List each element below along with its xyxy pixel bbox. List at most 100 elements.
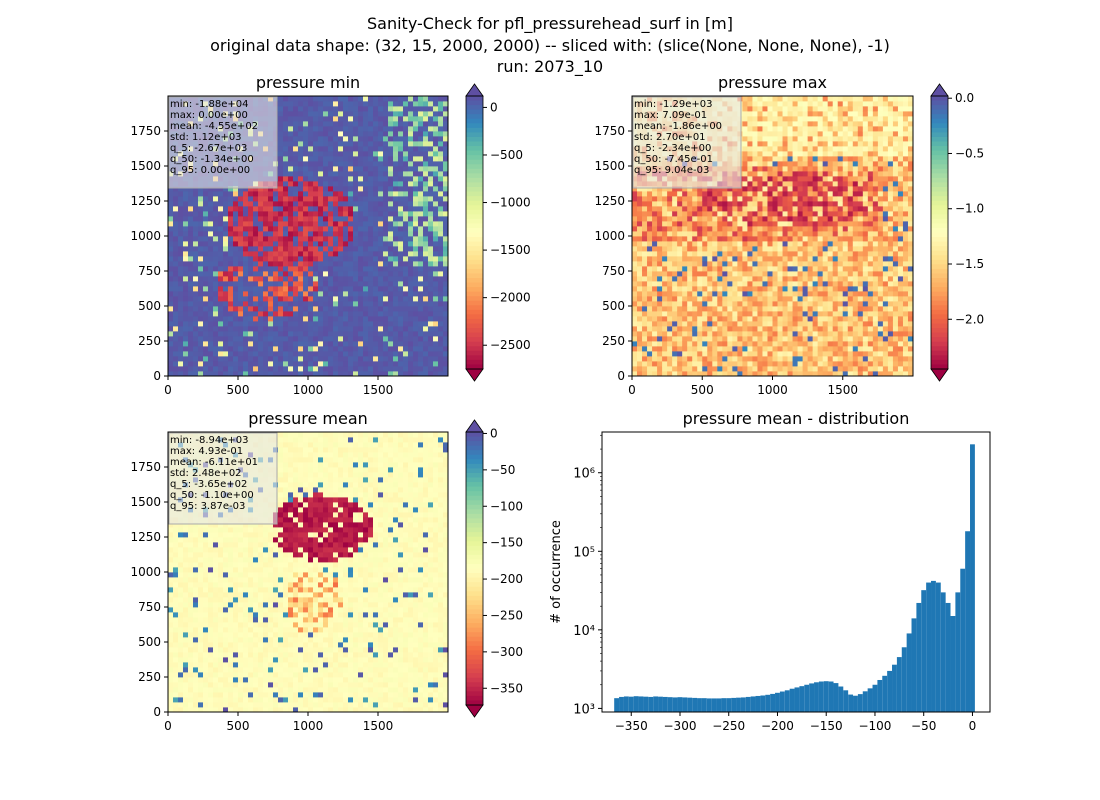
heatmap-cell xyxy=(268,256,274,262)
heatmap-cell xyxy=(378,361,384,367)
heatmap-cell xyxy=(433,196,439,202)
heatmap-cell xyxy=(198,251,204,257)
heatmap-cell xyxy=(358,281,364,287)
heatmap-cell xyxy=(383,181,389,187)
heatmap-cell xyxy=(348,101,354,107)
heatmap-cell xyxy=(228,246,234,252)
heatmap-cell xyxy=(348,176,354,182)
heatmap-cell xyxy=(438,301,444,307)
heatmap-cell xyxy=(398,256,404,262)
heatmap-cell xyxy=(218,201,224,207)
heatmap-cell xyxy=(767,96,773,102)
heatmap-cell xyxy=(657,306,663,312)
heatmap-cell xyxy=(258,271,264,277)
heatmap-cell xyxy=(642,306,648,312)
heatmap-cell xyxy=(712,371,718,377)
heatmap-cell xyxy=(238,341,244,347)
heatmap-cell xyxy=(657,241,663,247)
heatmap-cell xyxy=(303,106,309,112)
figure-title: Sanity-Check for pfl_pressurehead_surf i… xyxy=(210,14,890,77)
heatmap-cell xyxy=(762,231,768,237)
heatmap-cell xyxy=(757,246,763,252)
heatmap-cell xyxy=(318,126,324,132)
heatmap-cell xyxy=(652,276,658,282)
heatmap-cell xyxy=(348,131,354,137)
heatmap-cell xyxy=(378,231,384,237)
figure-title-line-3: run: 2073_10 xyxy=(497,57,603,77)
heatmap-cell xyxy=(318,366,324,372)
heatmap-cell xyxy=(313,211,319,217)
heatmap-cell xyxy=(298,286,304,292)
heatmap-cell xyxy=(363,331,369,337)
heatmap-cell xyxy=(358,276,364,282)
heatmap-cell xyxy=(443,221,449,227)
heatmap-cell xyxy=(293,306,299,312)
heatmap-cell xyxy=(363,341,369,347)
heatmap-cell xyxy=(747,281,753,287)
heatmap-cell xyxy=(443,276,449,282)
heatmap-cell xyxy=(358,151,364,157)
heatmap-cell xyxy=(762,151,768,157)
heatmap-cell xyxy=(393,321,399,327)
heatmap-cell xyxy=(418,301,424,307)
heatmap-cell xyxy=(652,191,658,197)
heatmap-cell xyxy=(423,271,429,277)
heatmap-cell xyxy=(278,366,284,372)
heatmap-cell xyxy=(303,321,309,327)
heatmap-cell xyxy=(218,241,224,247)
heatmap-cell xyxy=(218,356,224,362)
heatmap-cell xyxy=(433,256,439,262)
heatmap-cell xyxy=(692,266,698,272)
heatmap-cell xyxy=(373,236,379,242)
heatmap-cell xyxy=(313,236,319,242)
heatmap-cell xyxy=(418,286,424,292)
heatmap-cell xyxy=(363,301,369,307)
heatmap-cell xyxy=(672,271,678,277)
heatmap-cell xyxy=(747,171,753,177)
heatmap-cell xyxy=(373,141,379,147)
heatmap-cell xyxy=(218,186,224,192)
heatmap-cell xyxy=(413,276,419,282)
heatmap-cell xyxy=(293,366,299,372)
heatmap-cell xyxy=(213,361,219,367)
heatmap-cell xyxy=(393,126,399,132)
heatmap-cell xyxy=(363,206,369,212)
heatmap-cell xyxy=(692,306,698,312)
colorbar-frame xyxy=(465,95,484,370)
heatmap-cell xyxy=(318,356,324,362)
heatmap-cell xyxy=(203,206,209,212)
heatmap-cell xyxy=(443,126,449,132)
heatmap-cell xyxy=(642,201,648,207)
heatmap-cell xyxy=(323,346,329,352)
heatmap-cell xyxy=(428,361,434,367)
heatmap-cell xyxy=(178,276,184,282)
heatmap-cell xyxy=(248,301,254,307)
heatmap-cell xyxy=(368,211,374,217)
heatmap-cell xyxy=(637,316,643,322)
heatmap-cell xyxy=(198,196,204,202)
heatmap-cell xyxy=(413,351,419,357)
heatmap-cell xyxy=(782,291,788,297)
heatmap-cell xyxy=(378,161,384,167)
heatmap-cell xyxy=(298,116,304,122)
heatmap-cell xyxy=(707,246,713,252)
heatmap-cell xyxy=(742,96,748,102)
heatmap-cell xyxy=(373,306,379,312)
heatmap-cell xyxy=(313,341,319,347)
heatmap-cell xyxy=(368,261,374,267)
heatmap-cell xyxy=(193,331,199,337)
heatmap-cell xyxy=(637,356,643,362)
heatmap-cell xyxy=(403,286,409,292)
heatmap-cell xyxy=(752,336,758,342)
heatmap-cell xyxy=(428,221,434,227)
heatmap-cell xyxy=(283,126,289,132)
heatmap-cell xyxy=(408,306,414,312)
heatmap-cell xyxy=(333,301,339,307)
heatmap-cell xyxy=(178,191,184,197)
heatmap-cell xyxy=(263,236,269,242)
heatmap-cell xyxy=(283,111,289,117)
heatmap-cell xyxy=(687,306,693,312)
heatmap-cell xyxy=(368,186,374,192)
heatmap-cell xyxy=(652,241,658,247)
heatmap-cell xyxy=(313,361,319,367)
